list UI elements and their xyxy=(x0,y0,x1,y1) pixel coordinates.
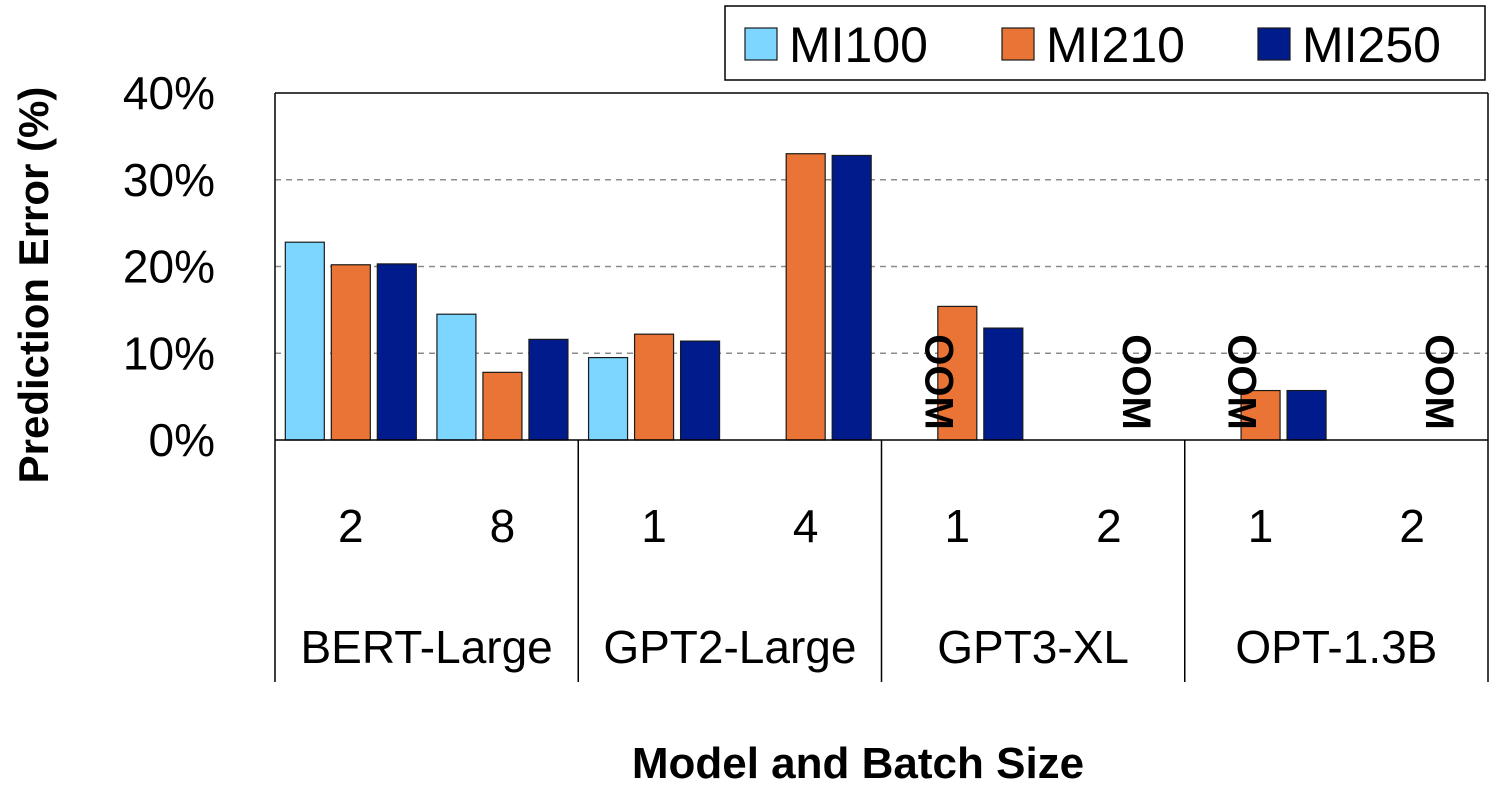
bar-mi210-7 xyxy=(1240,389,1281,441)
oom-label: OOM xyxy=(916,334,960,430)
oom-label: OOM xyxy=(1220,334,1264,430)
bar-mi250-3 xyxy=(679,340,721,441)
legend-swatch-mi100 xyxy=(744,27,778,61)
x-tick-label: 1 xyxy=(1248,500,1274,552)
y-tick-label: 10% xyxy=(123,327,215,379)
legend-box xyxy=(724,5,1486,81)
y-tick-label: 20% xyxy=(123,241,215,293)
x-tick-label: 1 xyxy=(945,500,971,552)
bar-mi250-7 xyxy=(1286,389,1327,441)
bar-mi210-2 xyxy=(482,371,523,441)
bar-mi210-1 xyxy=(330,264,371,441)
x-axis-label: Model and Batch Size xyxy=(632,739,1084,788)
oom-label: OOM xyxy=(1114,334,1158,430)
bar-mi100-3 xyxy=(587,356,629,441)
bar-mi250-1 xyxy=(376,263,417,441)
bar-mi250-2 xyxy=(528,338,569,441)
bar-mi210-4 xyxy=(785,153,826,441)
legend-swatch-mi210 xyxy=(1001,27,1035,61)
y-tick-label: 30% xyxy=(123,154,215,206)
x-tick-label: 2 xyxy=(338,500,364,552)
bar-mi210-3 xyxy=(633,333,675,441)
legend-label-mi250: MI250 xyxy=(1302,17,1441,73)
y-axis-label: Prediction Error (%) xyxy=(10,87,57,484)
oom-label: OOM xyxy=(1417,334,1461,430)
legend-label-mi100: MI100 xyxy=(789,17,928,73)
bar-mi250-5 xyxy=(983,327,1024,441)
bars xyxy=(284,153,1327,441)
x-tick-label: 2 xyxy=(1399,500,1425,552)
legend-swatch-mi250 xyxy=(1257,27,1291,61)
axes xyxy=(274,92,1489,682)
bar-mi100-2 xyxy=(436,313,477,441)
group-label: BERT-Large xyxy=(300,621,552,673)
bar-mi100-1 xyxy=(284,241,325,441)
y-tick-label: 40% xyxy=(123,67,215,119)
x-tick-label: 4 xyxy=(793,500,819,552)
bar-mi210-5 xyxy=(937,305,978,441)
x-tick-label: 8 xyxy=(490,500,516,552)
legend-label-mi210: MI210 xyxy=(1046,17,1185,73)
group-label: OPT-1.3B xyxy=(1235,621,1437,673)
grid-lines xyxy=(275,179,1488,354)
y-tick-label: 0% xyxy=(149,414,215,466)
group-label: GPT2-Large xyxy=(603,621,856,673)
bar-mi250-4 xyxy=(831,154,872,441)
x-tick-label: 2 xyxy=(1096,500,1122,552)
labels: 0% 10% 20% 30% 40% OOM OOM OOM OOM 2 8 BERT-Large 1 4… xyxy=(123,67,1461,673)
legend: MI100 MI210 MI250 xyxy=(724,5,1486,81)
group-label: GPT3-XL xyxy=(937,621,1129,673)
x-tick-label: 1 xyxy=(641,500,667,552)
